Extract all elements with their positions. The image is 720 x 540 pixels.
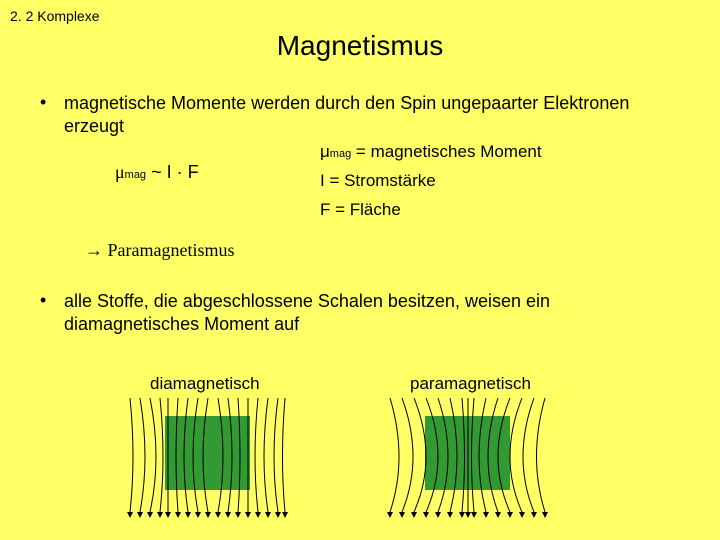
label-paramagnetic: paramagnetisch <box>410 374 531 394</box>
bullet-dot: • <box>40 290 46 311</box>
section-label: 2. 2 Komplexe <box>10 8 100 24</box>
formula: μmag ~ I · F <box>115 162 199 183</box>
page-title: Magnetismus <box>0 30 720 62</box>
label-diamagnetic: diamagnetisch <box>150 374 260 394</box>
bullet-1-text: magnetische Momente werden durch den Spi… <box>64 92 670 137</box>
bullet-2: • alle Stoffe, die abgeschlossene Schale… <box>40 290 670 335</box>
mu-subscript: mag <box>125 169 146 181</box>
def-f: F = Fläche <box>320 196 542 225</box>
figure-paramagnetic <box>380 398 555 523</box>
def-i: I = Stromstärke <box>320 167 542 196</box>
bullet-dot: • <box>40 92 46 113</box>
figure-diamagnetic <box>120 398 295 523</box>
definitions: μmag = magnetisches Moment I = Stromstär… <box>320 138 542 225</box>
paramagnetic-diagram <box>380 398 555 518</box>
def-mu: μmag = magnetisches Moment <box>320 138 542 167</box>
mu-symbol: μ <box>115 162 125 182</box>
bullet-2-text: alle Stoffe, die abgeschlossene Schalen … <box>64 290 670 335</box>
bullet-1: • magnetische Momente werden durch den S… <box>40 92 670 137</box>
arrow-paramagnetism: → Paramagnetismus <box>85 240 234 261</box>
diamagnetic-diagram <box>120 398 295 518</box>
formula-rest: ~ I · F <box>146 162 199 182</box>
